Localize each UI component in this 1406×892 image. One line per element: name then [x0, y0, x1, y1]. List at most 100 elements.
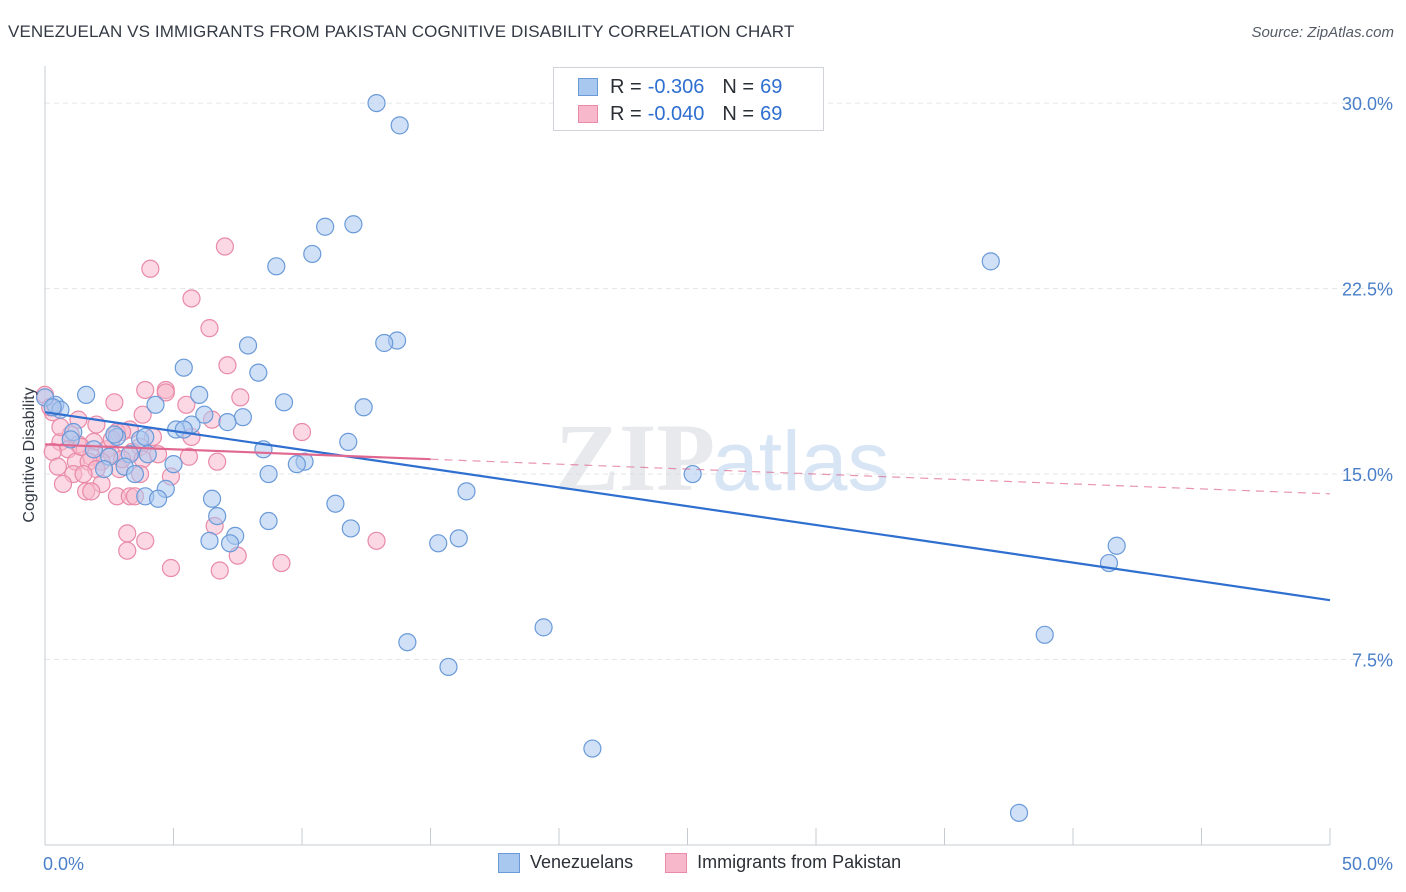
grid — [45, 102, 1392, 661]
legend-row-venezuelans: R = -0.306 N = 69 — [578, 74, 782, 100]
point-venezuelans — [174, 358, 193, 377]
point-venezuelans — [136, 427, 155, 447]
point-immigrants-from-pakistan — [179, 447, 199, 466]
point-immigrants-from-pakistan — [200, 319, 219, 338]
point-venezuelans — [303, 244, 322, 264]
point-immigrants-from-pakistan — [272, 553, 291, 573]
n-value: 69 — [760, 75, 783, 98]
y-tick-label: 7.5% — [1352, 651, 1393, 671]
series-legend: Venezuelans Immigrants from Pakistan — [498, 852, 933, 873]
point-venezuelans — [1009, 803, 1029, 822]
point-venezuelans — [339, 432, 358, 451]
point-immigrants-from-pakistan — [82, 482, 101, 501]
point-venezuelans — [218, 413, 237, 432]
r-value: -0.306 — [647, 75, 705, 98]
point-venezuelans — [164, 455, 183, 474]
point-venezuelans — [457, 482, 476, 501]
legend-item-venezuelans: Venezuelans — [498, 852, 633, 873]
correlation-legend: R = -0.306 N = 69 R = -0.040 N = 69 — [553, 67, 824, 131]
point-immigrants-from-pakistan — [136, 380, 155, 400]
point-venezuelans — [190, 385, 209, 405]
x-tick-label: 50.0% — [1342, 854, 1393, 874]
point-venezuelans — [61, 430, 80, 449]
trend-line-immigrants-from-pakistan — [44, 443, 431, 461]
point-immigrants-from-pakistan — [53, 474, 73, 494]
n-value: 69 — [760, 102, 783, 125]
point-venezuelans — [105, 425, 124, 444]
point-venezuelans — [233, 408, 252, 427]
x-tick-labels: 0.0% 50.0% — [43, 854, 1393, 874]
point-venezuelans — [195, 405, 214, 424]
y-tick-label: 22.5% — [1342, 280, 1393, 300]
y-tick-label: 15.0% — [1342, 465, 1393, 485]
point-venezuelans — [77, 385, 96, 405]
point-venezuelans — [390, 116, 409, 135]
legend-swatch-pink — [665, 852, 688, 873]
chart-source: Source: ZipAtlas.com — [1251, 24, 1394, 41]
r-value: -0.040 — [647, 102, 705, 125]
trend-line-venezuelans — [44, 411, 1331, 602]
point-venezuelans — [274, 393, 294, 412]
x-tick-label: 0.0% — [43, 854, 84, 874]
y-axis-label: Cognitive Disability — [21, 387, 38, 522]
point-immigrants-from-pakistan — [231, 388, 250, 407]
point-immigrants-from-pakistan — [156, 383, 175, 402]
point-immigrants-from-pakistan — [141, 259, 160, 278]
point-venezuelans — [84, 440, 103, 459]
point-venezuelans — [429, 534, 448, 553]
point-venezuelans — [95, 460, 114, 479]
point-venezuelans — [1035, 625, 1054, 644]
legend-row-pakistan: R = -0.040 N = 69 — [578, 101, 782, 127]
legend-swatch-blue — [498, 852, 520, 873]
point-venezuelans — [981, 252, 1000, 271]
point-venezuelans — [683, 464, 702, 484]
point-immigrants-from-pakistan — [48, 457, 67, 476]
y-tick-labels: 7.5% 15.0% 22.5% 30.0% — [1342, 94, 1393, 670]
point-immigrants-from-pakistan — [74, 464, 93, 484]
point-venezuelans — [138, 445, 157, 464]
point-immigrants-from-pakistan — [218, 356, 237, 375]
point-venezuelans — [249, 363, 268, 382]
point-immigrants-from-pakistan — [118, 524, 137, 543]
point-venezuelans — [200, 531, 219, 550]
watermark-zip: ZIP — [555, 404, 715, 511]
point-immigrants-from-pakistan — [118, 541, 137, 560]
r-label: R = — [610, 75, 642, 98]
point-venezuelans — [146, 395, 165, 414]
point-venezuelans — [43, 398, 62, 417]
chart-title: VENEZUELAN VS IMMIGRANTS FROM PAKISTAN C… — [8, 22, 795, 41]
point-immigrants-from-pakistan — [367, 531, 386, 550]
point-venezuelans — [1107, 536, 1126, 555]
point-immigrants-from-pakistan — [161, 558, 181, 578]
point-venezuelans — [208, 506, 227, 526]
point-venezuelans — [367, 93, 386, 113]
point-venezuelans — [534, 618, 553, 637]
point-venezuelans — [341, 519, 360, 538]
point-venezuelans — [259, 511, 278, 531]
point-immigrants-from-pakistan — [292, 422, 312, 442]
point-venezuelans — [220, 534, 240, 553]
point-venezuelans — [174, 420, 193, 439]
point-venezuelans — [259, 464, 278, 484]
n-label: N = — [722, 102, 755, 125]
point-venezuelans — [125, 464, 145, 484]
legend-item-pakistan: Immigrants from Pakistan — [665, 852, 901, 873]
point-venezuelans — [316, 217, 335, 236]
point-venezuelans — [202, 489, 222, 508]
watermark: ZIP atlas — [555, 404, 889, 511]
point-venezuelans — [326, 494, 345, 513]
watermark-atlas: atlas — [712, 414, 889, 508]
point-immigrants-from-pakistan — [136, 531, 155, 550]
point-venezuelans — [148, 489, 168, 508]
legend-swatch-blue — [578, 78, 598, 96]
point-immigrants-from-pakistan — [215, 237, 234, 256]
point-venezuelans — [583, 739, 602, 758]
point-venezuelans — [398, 633, 417, 652]
point-immigrants-from-pakistan — [105, 393, 124, 412]
legend-label: Immigrants from Pakistan — [697, 852, 902, 872]
point-venezuelans — [439, 657, 458, 677]
series-venezuelans — [35, 93, 1126, 822]
y-tick-label: 30.0% — [1342, 94, 1393, 114]
point-immigrants-from-pakistan — [210, 561, 229, 580]
